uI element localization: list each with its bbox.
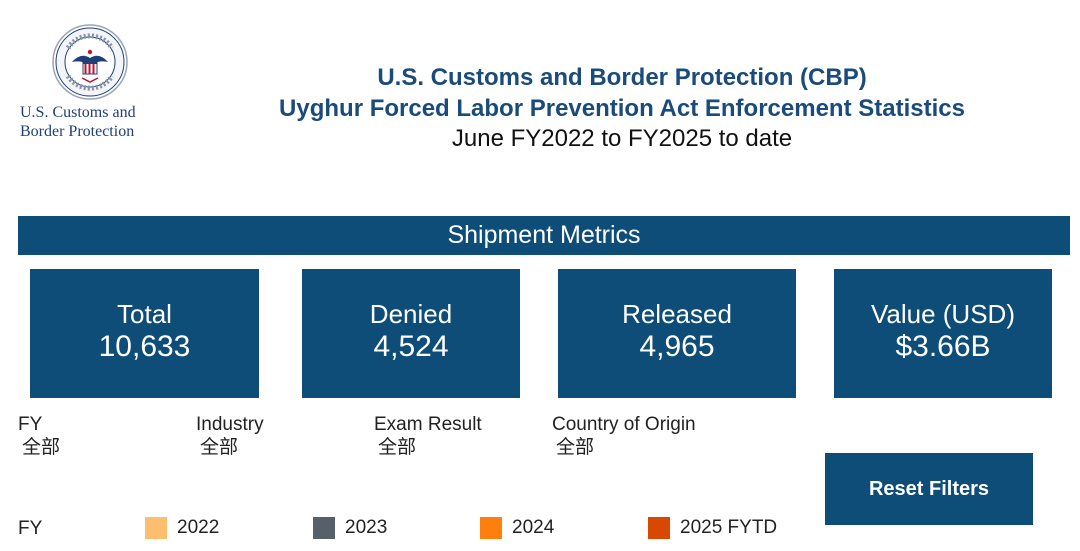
metric-value: $3.66B <box>895 330 991 363</box>
legend-label: 2024 <box>512 517 555 538</box>
filter-label: Exam Result <box>374 414 482 435</box>
metric-card-released: Released 4,965 <box>558 269 796 398</box>
legend-item-2025-fytd[interactable]: 2025 FYTD <box>648 516 777 540</box>
filter-label: FY <box>18 414 43 435</box>
metric-value: 4,524 <box>373 330 449 363</box>
filter-country-of-origin: Country of Origin 全部 <box>552 414 696 460</box>
metric-label: Denied <box>369 299 453 329</box>
metric-value: 10,633 <box>98 330 191 363</box>
legend-title: FY <box>18 518 43 539</box>
section-header-shipment-metrics: Shipment Metrics <box>18 216 1070 255</box>
reset-filters-button[interactable]: Reset Filters <box>825 453 1033 525</box>
legend-item-2024[interactable]: 2024 <box>480 516 554 540</box>
page-title: U.S. Customs and Border Protection (CBP)… <box>200 62 1044 154</box>
title-line1: U.S. Customs and Border Protection (CBP) <box>377 64 867 91</box>
subtitle: June FY2022 to FY2025 to date <box>451 125 793 152</box>
metric-label: Value (USD) <box>870 299 1015 329</box>
legend-swatch <box>648 517 670 539</box>
metric-value: 4,965 <box>639 330 715 363</box>
metric-label: Released <box>622 299 732 329</box>
logo-text-line2: Border Protection <box>20 123 135 140</box>
legend-label: 2023 <box>345 517 388 538</box>
filter-fy-select[interactable]: 全部 <box>22 437 61 458</box>
filter-exam-result: Exam Result 全部 <box>374 414 482 460</box>
logo-text-line1: U.S. Customs and <box>20 104 136 121</box>
filter-label: Industry <box>196 414 264 435</box>
legend-item-2023[interactable]: 2023 <box>313 516 387 540</box>
filter-fy: FY 全部 <box>18 414 60 460</box>
filter-industry: Industry 全部 <box>196 414 264 460</box>
metric-card-value-usd: Value (USD) $3.66B <box>834 269 1052 398</box>
legend-swatch <box>480 517 502 539</box>
legend-swatch <box>145 517 167 539</box>
filter-label: Country of Origin <box>552 414 696 435</box>
legend-swatch <box>313 517 335 539</box>
metric-label: Total <box>117 299 172 329</box>
legend-item-2022[interactable]: 2022 <box>145 516 219 540</box>
filter-industry-select[interactable]: 全部 <box>200 437 239 458</box>
legend-label: 2022 <box>177 517 220 538</box>
metric-card-total: Total 10,633 <box>30 269 259 398</box>
filter-exam-result-select[interactable]: 全部 <box>378 437 417 458</box>
legend-label: 2025 FYTD <box>680 517 778 538</box>
cbp-seal-icon <box>52 24 128 100</box>
cbp-logo-text: U.S. Customs and Border Protection <box>20 103 170 141</box>
metric-card-denied: Denied 4,524 <box>302 269 520 398</box>
filter-country-of-origin-select[interactable]: 全部 <box>556 437 595 458</box>
title-line2: Uyghur Forced Labor Prevention Act Enfor… <box>279 95 965 122</box>
